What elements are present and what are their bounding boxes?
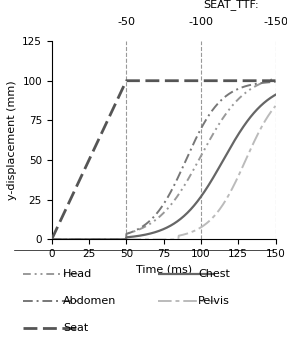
Y-axis label: y-displacement (mm): y-displacement (mm) <box>7 80 17 200</box>
X-axis label: Time (ms): Time (ms) <box>135 265 192 275</box>
Text: -50: -50 <box>117 17 135 27</box>
Text: SEAT_TTF:: SEAT_TTF: <box>203 0 259 10</box>
Text: Seat: Seat <box>63 323 88 333</box>
Text: Pelvis: Pelvis <box>198 296 230 306</box>
Text: Head: Head <box>63 268 92 279</box>
Text: Abdomen: Abdomen <box>63 296 117 306</box>
Text: Chest: Chest <box>198 268 230 279</box>
Text: -150: -150 <box>263 17 287 27</box>
Text: -100: -100 <box>188 17 214 27</box>
